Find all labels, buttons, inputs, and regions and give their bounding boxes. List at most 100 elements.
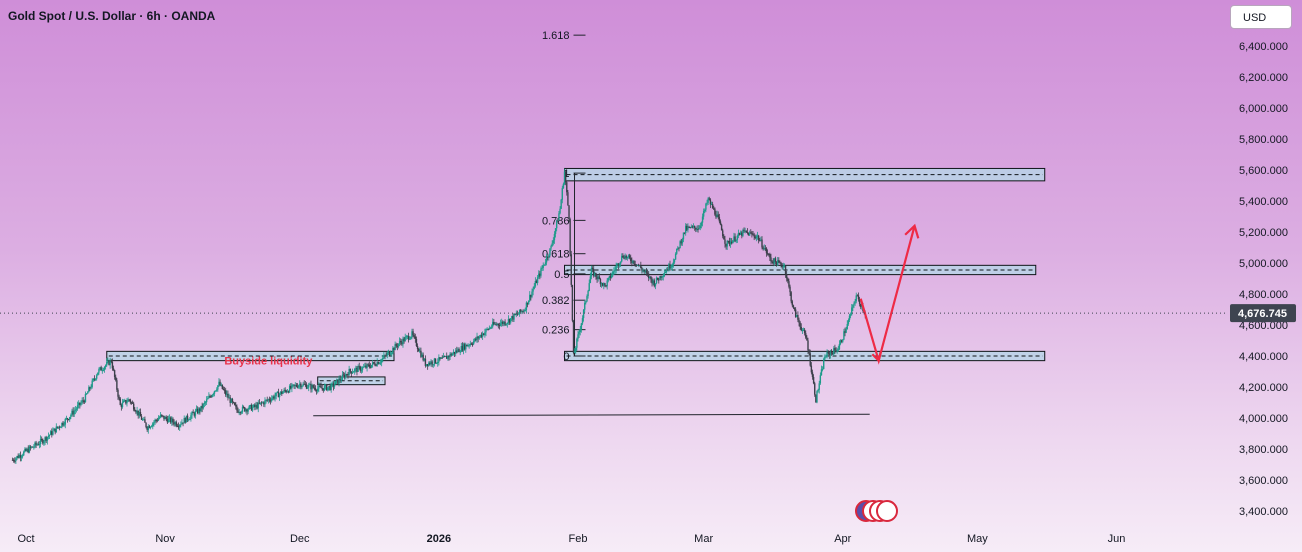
support-trendline[interactable] xyxy=(313,413,870,417)
candle-body xyxy=(670,267,672,269)
candle-body xyxy=(431,361,433,365)
candle-body xyxy=(376,362,378,366)
candle-body xyxy=(174,422,176,425)
candle-body xyxy=(284,389,286,391)
candle-body xyxy=(668,264,670,271)
candle-body xyxy=(265,399,267,401)
candle-body xyxy=(124,400,126,402)
candle-body xyxy=(481,333,484,337)
candle-body xyxy=(456,350,458,352)
candle-body xyxy=(433,358,436,365)
candle-body xyxy=(168,417,171,419)
candle-body xyxy=(683,232,686,234)
candle-body xyxy=(141,419,144,421)
candle-body xyxy=(49,431,52,435)
candle-body xyxy=(820,369,823,376)
candle-body xyxy=(460,346,463,352)
candle-body xyxy=(789,286,791,293)
candle-body xyxy=(432,364,434,366)
candle-body xyxy=(613,270,615,272)
candle-body xyxy=(348,368,350,376)
candle-body xyxy=(71,410,73,415)
candle-body xyxy=(55,426,57,433)
candle-body xyxy=(156,420,158,422)
candle-body xyxy=(306,387,309,389)
candle-body xyxy=(211,394,213,397)
candle-body xyxy=(639,265,641,267)
candle-body xyxy=(255,404,257,408)
candle-body xyxy=(127,399,129,402)
candle-body xyxy=(790,292,792,302)
candle-body xyxy=(74,409,77,411)
candle-body xyxy=(275,392,277,397)
candle-body xyxy=(610,275,613,278)
candle-body xyxy=(535,280,538,283)
candle-body xyxy=(540,268,542,276)
candle-body xyxy=(692,225,695,227)
projection-path[interactable] xyxy=(859,225,916,365)
candle-body xyxy=(109,360,111,366)
candle-body xyxy=(302,383,304,387)
candle-body xyxy=(282,392,284,394)
candle-body xyxy=(665,269,668,272)
candle-body xyxy=(616,263,618,267)
events-icon-group[interactable] xyxy=(855,500,898,522)
candle-body xyxy=(680,241,682,244)
candle-body xyxy=(329,386,331,390)
candle-body xyxy=(70,414,72,417)
candle-body xyxy=(398,341,401,344)
y-tick-label: 5,200.000 xyxy=(1239,227,1288,239)
candle-body xyxy=(524,309,526,311)
candle-body xyxy=(738,233,741,235)
candle-body xyxy=(312,385,314,388)
candle-body xyxy=(695,227,697,230)
candle-body xyxy=(144,419,146,423)
candle-body xyxy=(825,356,827,358)
y-tick-label: 3,400.000 xyxy=(1239,506,1288,518)
candle-body xyxy=(488,327,491,330)
candle-body xyxy=(198,408,200,414)
candle-body xyxy=(634,264,636,266)
candle-body xyxy=(599,279,602,285)
candle-body xyxy=(245,409,247,412)
candle-body xyxy=(214,390,217,392)
x-tick-label: Mar xyxy=(694,533,713,545)
candle-body xyxy=(342,374,345,376)
candle-body xyxy=(646,272,649,274)
candle-body xyxy=(396,345,399,347)
candle-body xyxy=(816,391,818,403)
candle-body xyxy=(446,356,448,359)
candle-body xyxy=(653,280,655,287)
candle-body xyxy=(352,371,355,373)
candle-body xyxy=(116,380,118,390)
x-tick-label: Oct xyxy=(17,533,34,545)
candle-body xyxy=(449,353,451,358)
candle-body xyxy=(568,205,570,220)
candle-body xyxy=(196,408,199,414)
candle-body xyxy=(515,313,517,315)
candle-body xyxy=(529,294,531,301)
candle-body xyxy=(536,277,539,283)
candle-body xyxy=(647,273,650,278)
candle-body xyxy=(576,338,578,348)
candle-body xyxy=(412,331,414,336)
candle-body xyxy=(769,254,771,258)
candle-body xyxy=(434,358,437,364)
candle-body xyxy=(467,345,469,347)
candle-body xyxy=(815,394,817,403)
candle-body xyxy=(121,402,124,408)
candle-body xyxy=(336,379,338,381)
event-flag-icon[interactable] xyxy=(876,500,898,522)
candle-body xyxy=(640,265,642,269)
candle-body xyxy=(216,389,218,391)
y-tick-label: 6,200.000 xyxy=(1239,72,1288,84)
candle-body xyxy=(636,264,639,266)
candle-body xyxy=(768,253,770,255)
candle-body xyxy=(722,230,724,237)
candle-body xyxy=(158,417,161,419)
candle-body xyxy=(239,412,241,414)
candle-body xyxy=(107,360,109,362)
currency-selector[interactable]: USD xyxy=(1230,5,1292,29)
